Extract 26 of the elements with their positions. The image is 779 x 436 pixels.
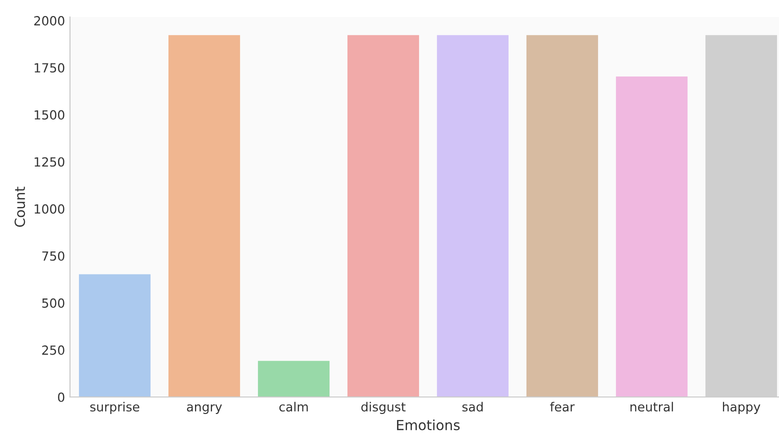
- bar: [168, 35, 240, 397]
- bar: [526, 35, 598, 397]
- y-tick-label: 2000: [34, 16, 64, 26]
- y-tick-label: 1000: [34, 204, 64, 214]
- y-tick-label: 750: [42, 251, 64, 261]
- x-tick-label: happy: [722, 402, 760, 414]
- x-tick-label: angry: [186, 404, 222, 414]
- bar: [258, 360, 330, 397]
- x-tick-label: calm: [279, 402, 308, 412]
- y-tick-label: 500: [42, 298, 64, 308]
- x-tick-label: fear: [550, 402, 575, 412]
- x-tick-label: disgust: [361, 402, 406, 414]
- y-tick-label: 250: [42, 345, 64, 355]
- y-axis-title: Count: [14, 186, 26, 227]
- bar: [347, 35, 420, 397]
- x-tick-label: sad: [462, 402, 483, 412]
- y-tick-label: 0: [58, 392, 64, 402]
- x-tick-label: surprise: [90, 402, 140, 414]
- bar: [616, 76, 688, 397]
- y-tick-label: 1250: [34, 157, 64, 167]
- y-tick-label: 1750: [34, 63, 64, 73]
- y-tick-label: 1500: [34, 110, 64, 120]
- bar: [78, 274, 151, 397]
- x-tick-label: neutral: [630, 402, 673, 412]
- bar: [436, 35, 509, 397]
- x-axis-title: Emotions: [397, 420, 460, 430]
